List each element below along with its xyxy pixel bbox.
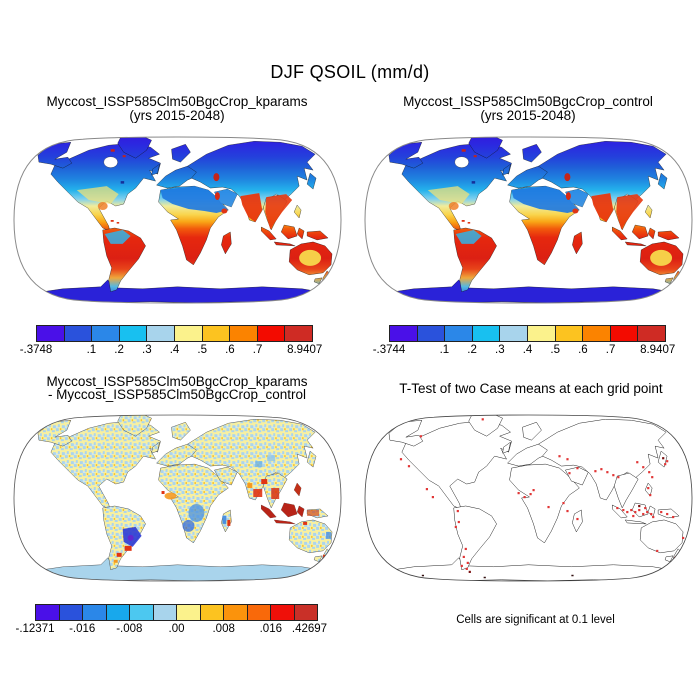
colorbar-box — [58, 605, 82, 620]
colorbar-tick-label: .7 — [605, 344, 616, 356]
colorbar-box — [270, 605, 294, 620]
colorbar-box — [105, 605, 129, 620]
panel-title-kparams-line2: (yrs 2015-2048) — [129, 108, 225, 123]
colorbar-box — [582, 326, 610, 341]
figure-title: DJF QSOIL (mm/d) — [270, 62, 430, 82]
panel-title-kparams: Myccost_ISSP585Clm50BgcCrop_kparams (yrs… — [10, 95, 344, 123]
colorbar-box — [609, 326, 638, 341]
colorbar-box — [526, 326, 555, 341]
colorbar-box — [201, 326, 230, 341]
map-ttest-canvas — [364, 414, 693, 582]
panel-title-ttest: T-Test of two Case means at each grid po… — [399, 381, 663, 396]
colorbar-kparams: -.3748 .1 .2 .3 .4 .5 .6 .7 8.9407 — [20, 325, 323, 359]
colorbar-tick-label: .6 — [225, 344, 235, 356]
colorbar-box — [82, 605, 106, 620]
world-land-kparams — [37, 136, 333, 293]
panel-title-control: Myccost_ISSP585Clm50BgcCrop_control (yrs… — [361, 95, 695, 123]
map-kparams-canvas — [13, 136, 342, 304]
colorbar-box — [146, 326, 174, 341]
panel-title-difference: Myccost_ISSP585Clm50BgcCrop_kparams - My… — [10, 374, 344, 402]
colorbar-tick-label: .7 — [252, 344, 263, 356]
colorbar-difference: -.12371 -.016 -.008 .00 .008 .016 .42697 — [15, 604, 327, 638]
colorbar-box — [223, 605, 247, 620]
colorbar-tick-label: .3 — [142, 344, 152, 356]
colorbar-tick-label: .2 — [114, 344, 124, 356]
colorbar-tick-label: .42697 — [291, 623, 328, 635]
colorbar-tick-label: .1 — [86, 344, 97, 356]
colorbar-box — [91, 326, 119, 341]
colorbar-tick-label: .3 — [495, 344, 505, 356]
colorbar-box — [293, 605, 317, 620]
colorbar-box — [499, 326, 527, 341]
colorbar-box — [199, 605, 223, 620]
colorbar-box — [284, 326, 312, 341]
colorbar-box — [444, 326, 472, 341]
map-difference — [11, 410, 344, 586]
colorbar-tick-label: 8.9407 — [640, 344, 676, 356]
ttest-significance-caption: Cells are significant at 0.1 level — [456, 614, 615, 626]
colorbar-control-ticks: -.3744 .1 .2 .3 .4 .5 .6 .7 8.9407 — [373, 342, 676, 357]
colorbar-box — [637, 326, 665, 341]
colorbar-box — [152, 605, 176, 620]
map-ttest — [362, 410, 695, 586]
colorbar-difference-boxes — [35, 604, 318, 621]
colorbar-box — [471, 326, 500, 341]
colorbar-tick-label: .00 — [168, 623, 185, 635]
colorbar-box — [256, 326, 285, 341]
colorbar-tick-label: .4 — [169, 344, 180, 356]
colorbar-tick-label: .008 — [212, 623, 235, 635]
colorbar-tick-label: -.016 — [69, 623, 96, 635]
world-land-ttest — [388, 414, 684, 571]
colorbar-box — [36, 605, 59, 620]
panel-title-difference-line2: - Myccost_ISSP585Clm50BgcCrop_control — [47, 387, 307, 402]
colorbar-tick-label: .2 — [467, 344, 477, 356]
map-control-canvas — [364, 136, 693, 304]
colorbar-box — [63, 326, 92, 341]
colorbar-tick-label: .5 — [550, 344, 560, 356]
colorbar-tick-label: .016 — [259, 623, 283, 635]
colorbar-tick-label: 8.9407 — [287, 344, 323, 356]
colorbar-box — [173, 326, 202, 341]
panel-title-kparams-line1: Myccost_ISSP585Clm50BgcCrop_kparams — [46, 94, 308, 109]
world-land-difference — [37, 414, 333, 571]
panel-title-control-line1: Myccost_ISSP585Clm50BgcCrop_control — [403, 94, 653, 109]
map-control — [362, 132, 695, 308]
colorbar-box — [229, 326, 257, 341]
colorbar-difference-ticks: -.12371 -.016 -.008 .00 .008 .016 .42697 — [15, 621, 327, 636]
map-kparams — [11, 132, 344, 308]
colorbar-box — [176, 605, 200, 620]
colorbar-tick-label: .1 — [439, 344, 450, 356]
colorbar-box — [37, 326, 64, 341]
colorbar-box — [416, 326, 445, 341]
world-land-control — [388, 136, 684, 293]
panel-title-control-line2: (yrs 2015-2048) — [480, 108, 576, 123]
colorbar-box — [554, 326, 583, 341]
colorbar-control: -.3744 .1 .2 .3 .4 .5 .6 .7 8.9407 — [373, 325, 676, 359]
colorbar-control-boxes — [389, 325, 666, 342]
colorbar-tick-label: .5 — [197, 344, 207, 356]
colorbar-box — [390, 326, 417, 341]
colorbar-box — [129, 605, 153, 620]
map-difference-canvas — [13, 414, 342, 582]
colorbar-tick-label: -.3744 — [372, 344, 406, 356]
colorbar-tick-label: .4 — [522, 344, 533, 356]
colorbar-tick-label: .6 — [578, 344, 588, 356]
colorbar-box — [118, 326, 147, 341]
colorbar-kparams-ticks: -.3748 .1 .2 .3 .4 .5 .6 .7 8.9407 — [20, 342, 323, 357]
colorbar-tick-label: -.3748 — [19, 344, 53, 356]
panel-title-difference-line1: Myccost_ISSP585Clm50BgcCrop_kparams — [46, 374, 308, 389]
colorbar-kparams-boxes — [36, 325, 313, 342]
colorbar-box — [246, 605, 270, 620]
colorbar-tick-label: -.12371 — [15, 623, 55, 635]
colorbar-tick-label: -.008 — [116, 623, 143, 635]
